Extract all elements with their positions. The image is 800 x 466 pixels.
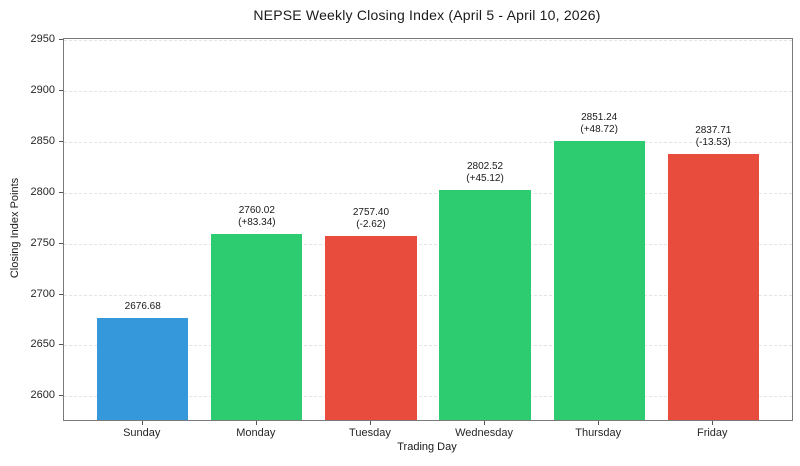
x-tick-mark	[598, 421, 600, 425]
gridline	[64, 243, 792, 245]
y-tick-mark	[59, 344, 63, 346]
chart-title: NEPSE Weekly Closing Index (April 5 - Ap…	[253, 7, 601, 23]
bar-friday	[667, 154, 759, 420]
bar-value-label-friday: 2837.71 (-13.53)	[695, 125, 732, 149]
bar-value-label-monday: 2760.02 (+83.34)	[238, 204, 276, 228]
x-tick-label-wednesday: Wednesday	[455, 427, 513, 439]
x-tick-mark	[369, 421, 371, 425]
bar-value-label-tuesday: 2757.40 (-2.62)	[352, 207, 390, 231]
y-tick-mark	[59, 395, 63, 397]
x-tick-label-tuesday: Tuesday	[349, 427, 391, 439]
y-tick-mark	[59, 293, 63, 295]
gridline	[64, 345, 792, 347]
x-tick-mark	[712, 421, 714, 425]
plot-area: 2676.68 2760.02 (+83.34) 2757.40 (-2.62) 28…	[63, 38, 793, 421]
bar-sunday	[97, 318, 189, 420]
bar-value-label-thursday: 2851.24 (+48.72)	[580, 111, 618, 135]
bar-thursday	[553, 140, 645, 420]
x-tick-label-friday: Friday	[696, 427, 728, 439]
x-tick-label-sunday: Sunday	[123, 427, 161, 439]
gridline	[64, 91, 792, 93]
y-tick-label: 2650	[30, 338, 55, 351]
gridline	[64, 294, 792, 296]
y-tick-mark	[59, 140, 63, 142]
y-tick-label: 2750	[30, 236, 55, 249]
y-tick-label: 2700	[30, 287, 55, 300]
y-tick-label: 2800	[30, 185, 55, 198]
y-tick-label: 2900	[30, 84, 55, 97]
gridline	[64, 40, 792, 42]
x-tick-mark	[141, 421, 143, 425]
x-tick-mark	[484, 421, 486, 425]
y-tick-mark	[59, 242, 63, 244]
bar-tuesday	[325, 236, 417, 420]
bar-value-label-wednesday: 2802.52 (+45.12)	[466, 161, 504, 185]
y-tick-label: 2850	[30, 134, 55, 147]
bar-wednesday	[439, 190, 531, 420]
x-tick-label-monday: Monday	[236, 427, 276, 439]
y-tick-label: 2950	[30, 33, 55, 46]
gridline	[64, 396, 792, 398]
x-axis-label: Trading Day	[397, 441, 457, 453]
y-tick-mark	[59, 191, 63, 193]
bar-monday	[211, 233, 303, 420]
gridline	[64, 141, 792, 143]
y-tick-mark	[59, 90, 63, 92]
x-tick-mark	[255, 421, 257, 425]
gridline	[64, 192, 792, 194]
bar-value-label-sunday: 2676.68	[124, 301, 161, 313]
x-tick-label-thursday: Thursday	[575, 427, 622, 439]
y-tick-mark	[59, 39, 63, 41]
y-tick-label: 2600	[30, 389, 55, 402]
